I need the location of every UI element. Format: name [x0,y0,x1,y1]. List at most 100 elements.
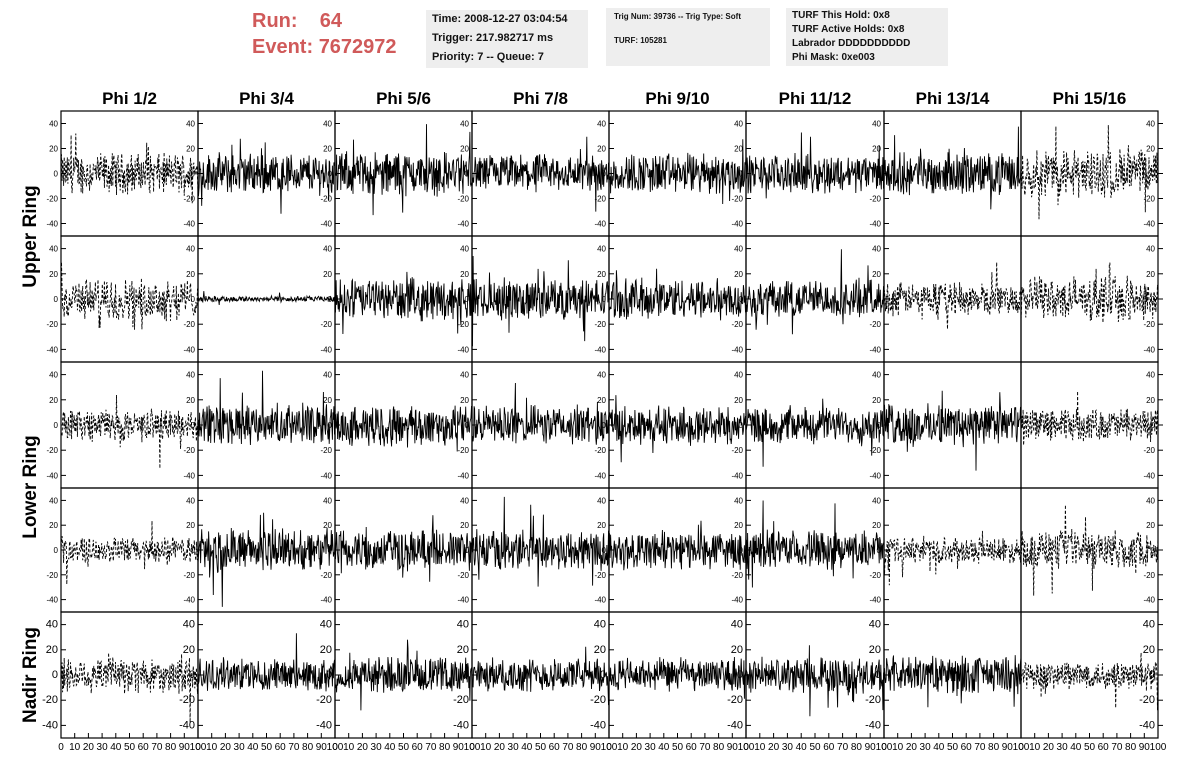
y-tick-label: -20 [869,320,881,329]
y-tick-label: -20 [869,446,881,455]
y-tick-label: 20 [49,396,58,405]
waveform-trace [197,291,336,306]
x-tick-label: 70 [1111,742,1123,753]
y-tick-label: -20 [731,446,743,455]
y-tick-label: -40 [1143,220,1155,229]
waveform-trace [471,496,610,587]
y-tick-label: -40 [594,345,606,354]
y-tick-label: -20 [457,446,469,455]
x-tick-label: 50 [1084,742,1096,753]
waveform-trace [1020,652,1159,711]
y-tick-label: 40 [49,245,58,254]
waveform-trace [608,520,747,571]
y-tick-label: -20 [320,320,332,329]
column-header: Phi 3/4 [239,89,294,108]
x-tick-label: 40 [521,742,533,753]
y-tick-label: -40 [1139,719,1155,731]
y-tick-label: 0 [328,546,333,555]
x-tick-label: 100 [876,742,893,753]
waveform-trace [1020,124,1159,220]
x-tick-label: 90 [865,742,877,753]
x-tick-label: 20 [906,742,918,753]
y-tick-label: 20 [594,644,606,656]
column-header: Phi 13/14 [916,89,990,108]
y-tick-label: 40 [460,496,469,505]
waveform-trace [197,138,336,214]
y-tick-label: -20 [46,320,58,329]
x-tick-label: 0 [1018,742,1024,753]
x-tick-label: 100 [190,742,207,753]
y-tick-label: 40 [460,371,469,380]
trig-num-text: Trig Num: 39736 -- Trig Type: Soft [614,12,741,21]
y-tick-label: -40 [46,345,58,354]
y-tick-label: 40 [46,619,58,631]
x-tick-label: 20 [220,742,232,753]
x-tick-label: 30 [782,742,794,753]
x-tick-label: 10 [206,742,218,753]
y-tick-label: 20 [734,270,743,279]
y-tick-label: -40 [594,596,606,605]
waveform-trace [745,645,885,717]
y-tick-label: -40 [869,471,881,480]
waveform-trace [1020,262,1159,323]
y-tick-label: 20 [49,145,58,154]
waveform-trace [883,390,1022,471]
run-event-header: Run: 64 Event: 7672972 [252,8,422,68]
x-tick-label: 20 [357,742,369,753]
y-tick-label: 20 [186,396,195,405]
y-tick-label: 0 [602,295,607,304]
waveform-trace [197,633,336,692]
y-tick-label: 0 [877,170,882,179]
y-tick-label: 0 [328,170,333,179]
x-tick-label: 80 [576,742,588,753]
x-tick-label: 20 [83,742,95,753]
y-tick-label: 0 [465,170,470,179]
y-tick-label: 40 [597,120,606,129]
x-tick-label: 10 [69,742,81,753]
y-tick-label: -20 [594,446,606,455]
waveform-trace [334,405,473,452]
y-tick-label: 20 [323,270,332,279]
x-tick-label: 70 [288,742,300,753]
y-tick-label: -40 [1143,596,1155,605]
y-tick-label: 40 [49,120,58,129]
y-tick-label: -40 [46,596,58,605]
y-tick-label: 40 [734,496,743,505]
column-header: Phi 9/10 [645,89,709,108]
y-tick-label: 20 [872,521,881,530]
y-tick-label: 40 [597,245,606,254]
labrador-text: Labrador DDDDDDDDDD [792,38,911,49]
x-tick-label: 10 [480,742,492,753]
y-tick-label: -20 [453,694,469,706]
y-tick-label: 0 [1151,421,1156,430]
column-header: Phi 5/6 [376,89,431,108]
x-tick-label: 100 [327,742,344,753]
y-tick-label: 0 [189,669,195,681]
x-tick-label: 70 [699,742,711,753]
y-tick-label: -40 [594,220,606,229]
y-tick-label: 40 [460,245,469,254]
waveform-trace [60,261,199,330]
x-tick-label: 20 [631,742,643,753]
turf-active-holds-text: TURF Active Holds: 0x8 [792,24,905,35]
y-tick-label: -40 [590,719,606,731]
turf-text: TURF: 105281 [614,36,667,45]
x-tick-label: 50 [672,742,684,753]
x-tick-label: 40 [247,742,259,753]
x-tick-label: 60 [961,742,973,753]
y-tick-label: 0 [465,546,470,555]
y-tick-label: 40 [186,496,195,505]
x-tick-label: 70 [837,742,849,753]
y-tick-label: -20 [1143,320,1155,329]
x-tick-label: 0 [332,742,338,753]
x-tick-label: 0 [195,742,201,753]
y-tick-label: -20 [457,571,469,580]
y-tick-label: 20 [186,270,195,279]
x-tick-label: 80 [302,742,314,753]
y-tick-label: -20 [183,571,195,580]
x-tick-label: 90 [1002,742,1014,753]
y-tick-label: 40 [1146,120,1155,129]
turf-hold-info-box: TURF This Hold: 0x8 TURF Active Holds: 0… [786,8,948,66]
time-text: Time: 2008-12-27 03:04:54 [432,13,568,25]
y-tick-label: 40 [457,619,469,631]
